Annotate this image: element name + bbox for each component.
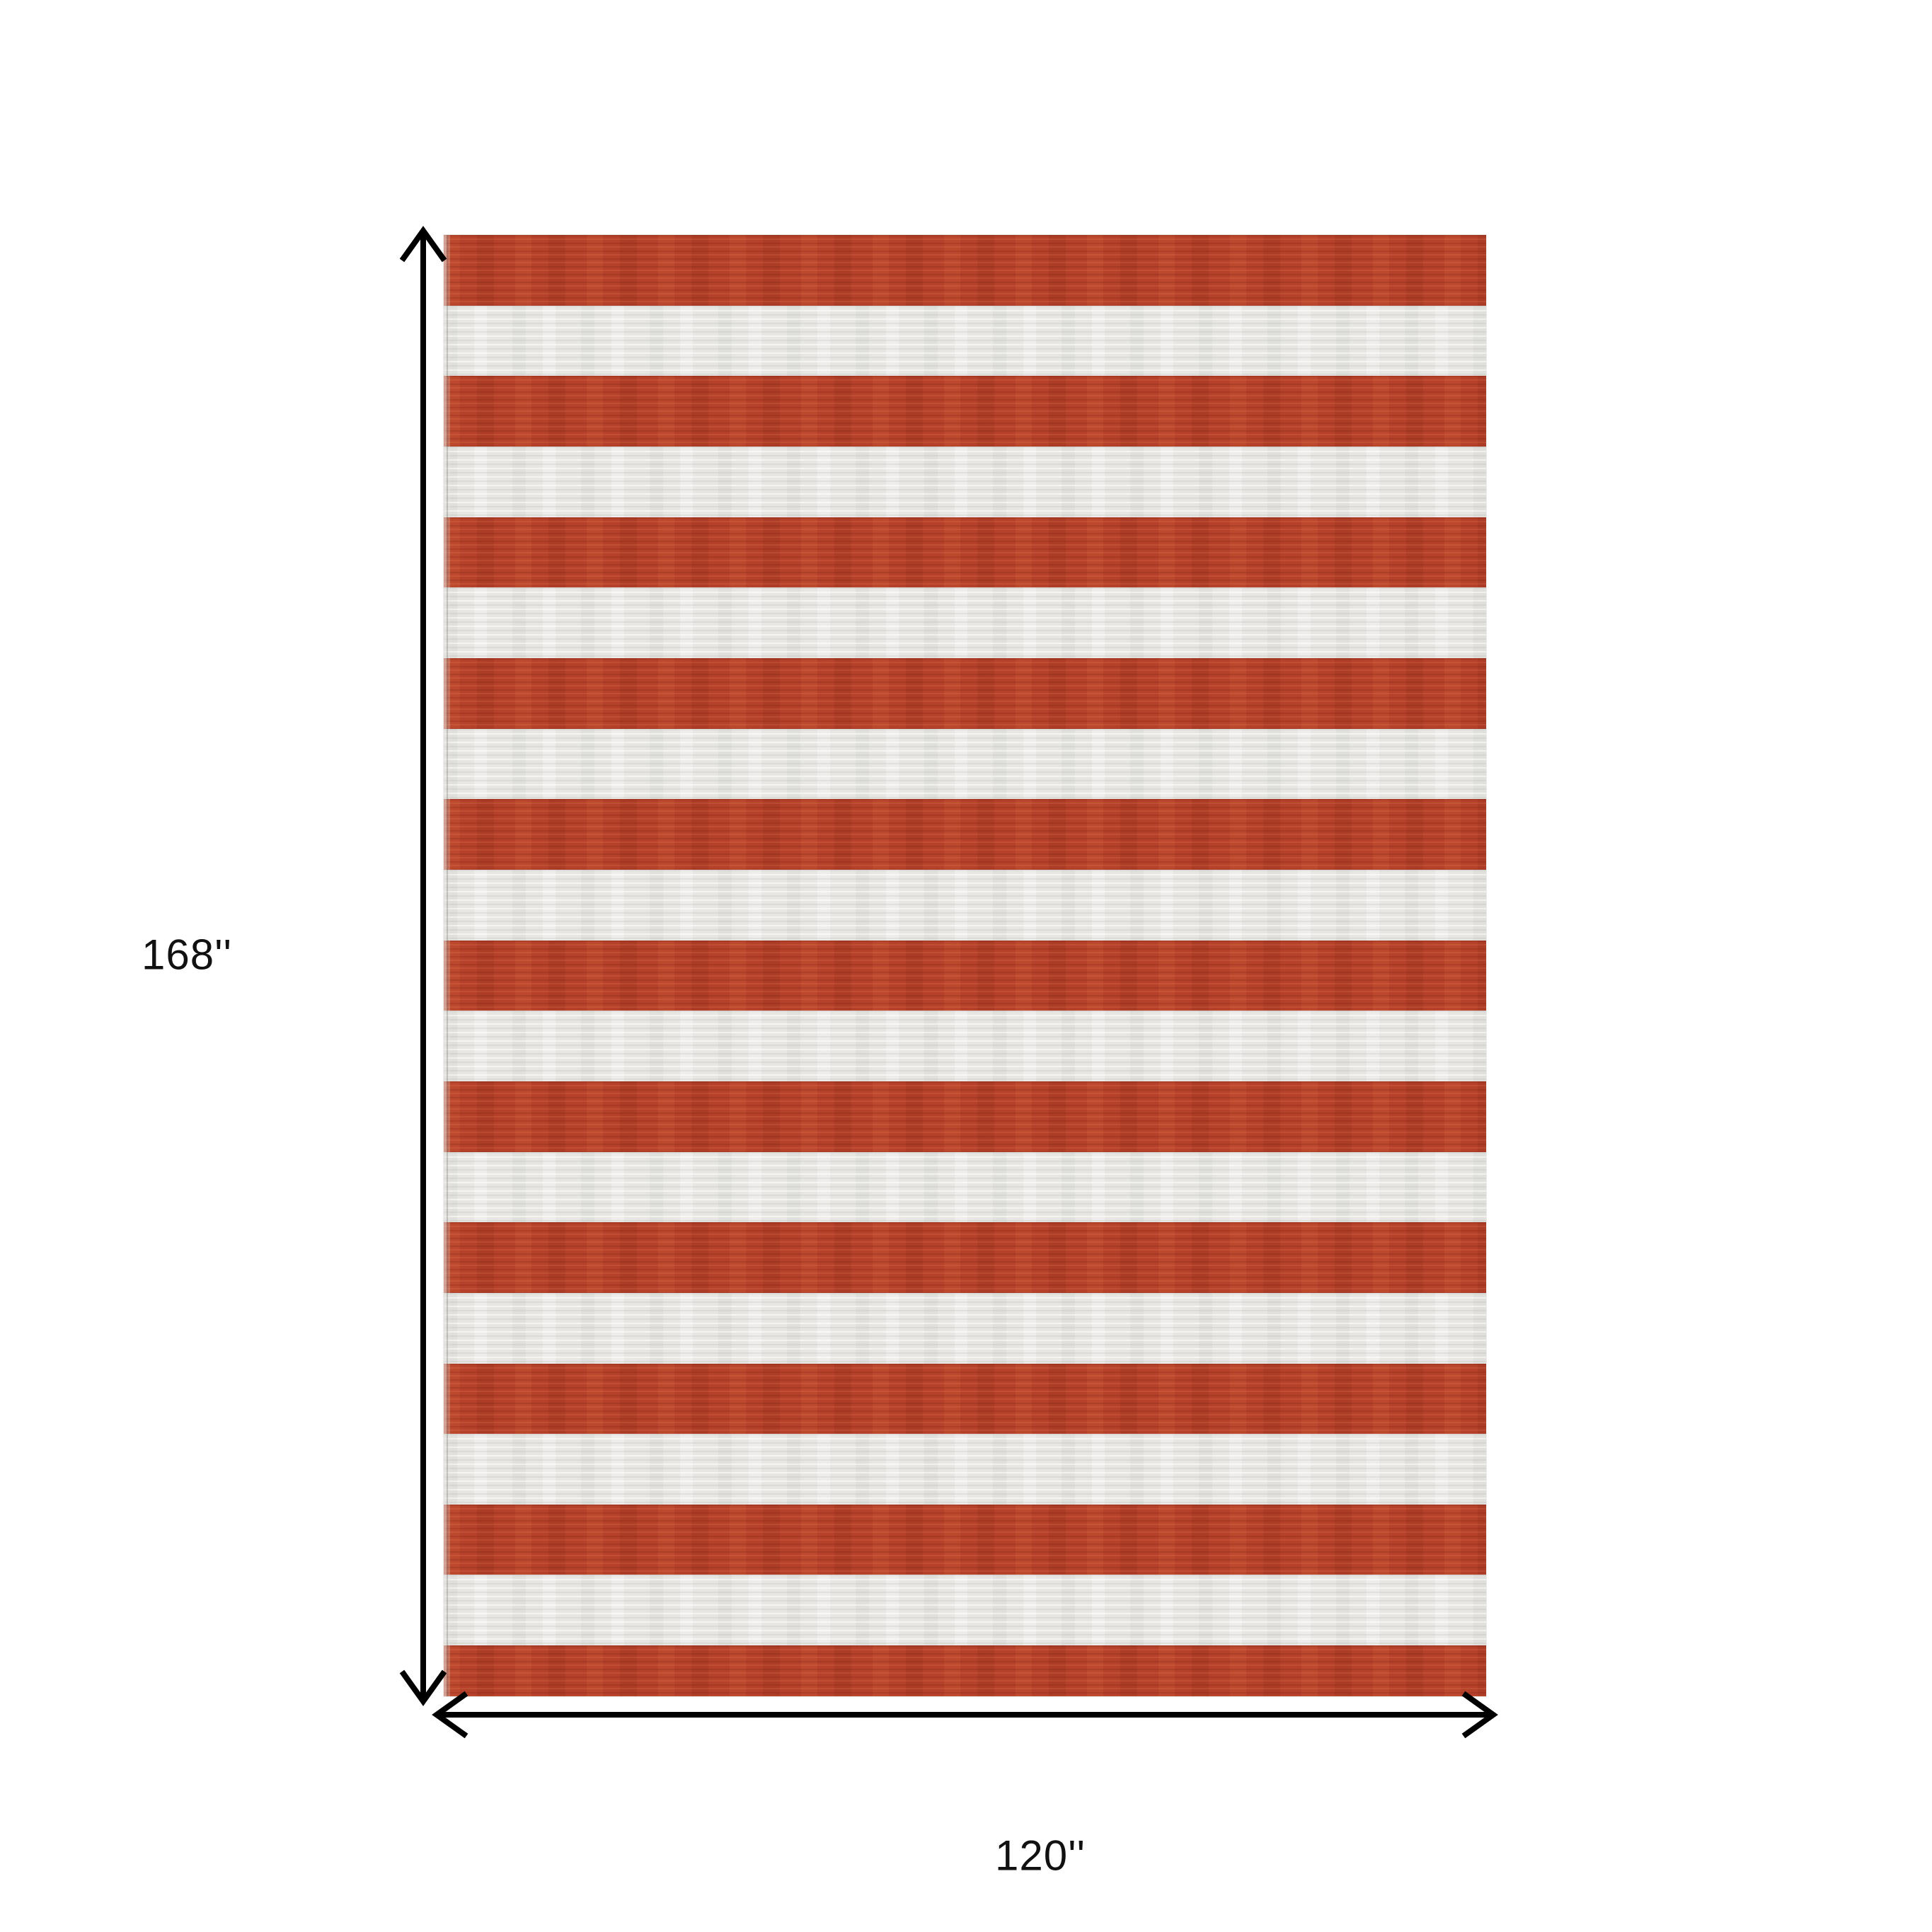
rug-stripe-red — [444, 1504, 1486, 1575]
rug-stripe-red — [444, 1222, 1486, 1293]
rug-stripe-red — [444, 1081, 1486, 1152]
height-dimension-label: 168'' — [141, 931, 233, 979]
rug-stripe-white — [444, 1434, 1486, 1505]
rug-stripe-red — [444, 799, 1486, 870]
rug — [443, 234, 1487, 1697]
arrowhead-up-icon — [399, 226, 447, 263]
rug-stripe-white — [444, 1292, 1486, 1364]
arrowhead-down-icon — [399, 1669, 447, 1706]
rug-stripe-red — [444, 940, 1486, 1011]
rug-stripe-white — [444, 446, 1486, 517]
rug-stripe-red — [444, 1645, 1486, 1696]
rug-stripe-white — [444, 869, 1486, 941]
rug-stripe-red — [444, 517, 1486, 588]
width-dimension-arrow — [432, 1691, 1498, 1739]
rug-stripe-white — [444, 587, 1486, 658]
rug-stripe-red — [444, 376, 1486, 447]
arrowhead-left-icon — [432, 1691, 468, 1739]
rug-stripe-red — [444, 235, 1486, 306]
width-dimension-label: 120'' — [994, 1832, 1086, 1880]
rug-stripe-red — [444, 657, 1486, 729]
rug-stripe-white — [444, 728, 1486, 800]
rug-stripe-red — [444, 1363, 1486, 1434]
arrowhead-right-icon — [1461, 1691, 1498, 1739]
rug-stripe-white — [444, 1151, 1486, 1223]
rug-stripe-white — [444, 1575, 1486, 1646]
rug-stripe-white — [444, 1011, 1486, 1081]
rug-stripe-white — [444, 305, 1486, 376]
height-dimension-arrow — [399, 226, 447, 1706]
